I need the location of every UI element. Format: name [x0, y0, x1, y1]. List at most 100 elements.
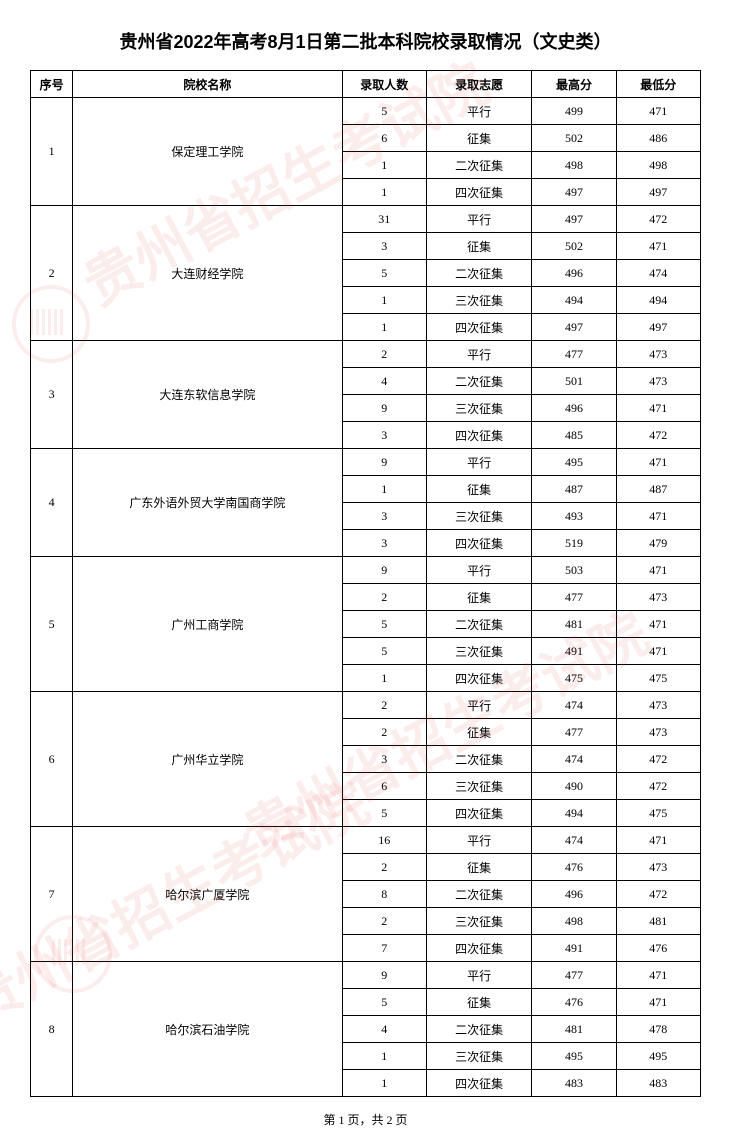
cell-min: 497 [616, 314, 700, 341]
cell-school-name: 广东外语外贸大学南国商学院 [73, 449, 342, 557]
cell-min: 471 [616, 449, 700, 476]
cell-pref: 平行 [426, 206, 531, 233]
cell-min: 474 [616, 260, 700, 287]
cell-pref: 三次征集 [426, 395, 531, 422]
cell-max: 495 [532, 1043, 616, 1070]
col-min: 最低分 [616, 71, 700, 98]
page: 贵州省招生考试院 贵州省招生考试院 贵州省招生考试院 贵州省2022年高考8月1… [0, 0, 731, 1148]
cell-pref: 四次征集 [426, 665, 531, 692]
cell-max: 475 [532, 665, 616, 692]
col-index: 序号 [31, 71, 73, 98]
cell-min: 472 [616, 746, 700, 773]
cell-count: 1 [342, 1043, 426, 1070]
cell-school-name: 大连财经学院 [73, 206, 342, 341]
cell-count: 2 [342, 854, 426, 881]
cell-index: 2 [31, 206, 73, 341]
cell-min: 473 [616, 341, 700, 368]
cell-count: 2 [342, 692, 426, 719]
cell-max: 494 [532, 287, 616, 314]
cell-pref: 三次征集 [426, 503, 531, 530]
cell-min: 472 [616, 422, 700, 449]
cell-min: 471 [616, 989, 700, 1016]
cell-max: 481 [532, 611, 616, 638]
table-row: 2大连财经学院31平行497472 [31, 206, 701, 233]
cell-max: 490 [532, 773, 616, 800]
cell-max: 496 [532, 395, 616, 422]
cell-min: 487 [616, 476, 700, 503]
cell-max: 474 [532, 746, 616, 773]
cell-pref: 二次征集 [426, 1016, 531, 1043]
cell-count: 1 [342, 179, 426, 206]
cell-min: 486 [616, 125, 700, 152]
cell-count: 16 [342, 827, 426, 854]
col-max: 最高分 [532, 71, 616, 98]
cell-pref: 征集 [426, 584, 531, 611]
cell-pref: 二次征集 [426, 611, 531, 638]
cell-max: 502 [532, 233, 616, 260]
cell-school-name: 大连东软信息学院 [73, 341, 342, 449]
cell-count: 1 [342, 665, 426, 692]
cell-max: 485 [532, 422, 616, 449]
table-header-row: 序号 院校名称 录取人数 录取志愿 最高分 最低分 [31, 71, 701, 98]
cell-count: 1 [342, 476, 426, 503]
cell-min: 479 [616, 530, 700, 557]
cell-count: 5 [342, 260, 426, 287]
cell-min: 475 [616, 800, 700, 827]
cell-max: 498 [532, 152, 616, 179]
cell-max: 501 [532, 368, 616, 395]
cell-min: 481 [616, 908, 700, 935]
cell-max: 474 [532, 827, 616, 854]
cell-pref: 四次征集 [426, 935, 531, 962]
cell-max: 497 [532, 206, 616, 233]
cell-count: 8 [342, 881, 426, 908]
cell-min: 498 [616, 152, 700, 179]
cell-count: 9 [342, 557, 426, 584]
cell-count: 2 [342, 908, 426, 935]
cell-count: 1 [342, 314, 426, 341]
cell-pref: 三次征集 [426, 773, 531, 800]
cell-index: 7 [31, 827, 73, 962]
cell-min: 471 [616, 98, 700, 125]
cell-min: 476 [616, 935, 700, 962]
cell-min: 478 [616, 1016, 700, 1043]
cell-pref: 二次征集 [426, 260, 531, 287]
cell-max: 477 [532, 962, 616, 989]
cell-school-name: 保定理工学院 [73, 98, 342, 206]
cell-count: 3 [342, 503, 426, 530]
cell-min: 495 [616, 1043, 700, 1070]
cell-count: 1 [342, 1070, 426, 1097]
cell-max: 493 [532, 503, 616, 530]
cell-min: 472 [616, 773, 700, 800]
cell-max: 491 [532, 638, 616, 665]
cell-pref: 平行 [426, 692, 531, 719]
cell-count: 3 [342, 530, 426, 557]
cell-max: 477 [532, 341, 616, 368]
cell-min: 494 [616, 287, 700, 314]
cell-count: 9 [342, 962, 426, 989]
cell-pref: 三次征集 [426, 638, 531, 665]
cell-max: 497 [532, 179, 616, 206]
cell-pref: 征集 [426, 719, 531, 746]
cell-max: 497 [532, 314, 616, 341]
cell-max: 495 [532, 449, 616, 476]
cell-pref: 平行 [426, 962, 531, 989]
cell-min: 475 [616, 665, 700, 692]
cell-max: 502 [532, 125, 616, 152]
cell-min: 472 [616, 881, 700, 908]
cell-pref: 征集 [426, 233, 531, 260]
cell-max: 499 [532, 98, 616, 125]
cell-min: 473 [616, 719, 700, 746]
cell-pref: 征集 [426, 854, 531, 881]
cell-pref: 平行 [426, 341, 531, 368]
cell-count: 6 [342, 125, 426, 152]
cell-count: 7 [342, 935, 426, 962]
cell-min: 497 [616, 179, 700, 206]
cell-count: 2 [342, 584, 426, 611]
cell-min: 471 [616, 611, 700, 638]
col-pref: 录取志愿 [426, 71, 531, 98]
cell-max: 474 [532, 692, 616, 719]
cell-count: 3 [342, 746, 426, 773]
cell-max: 494 [532, 800, 616, 827]
cell-count: 4 [342, 1016, 426, 1043]
table-row: 7哈尔滨广厦学院16平行474471 [31, 827, 701, 854]
